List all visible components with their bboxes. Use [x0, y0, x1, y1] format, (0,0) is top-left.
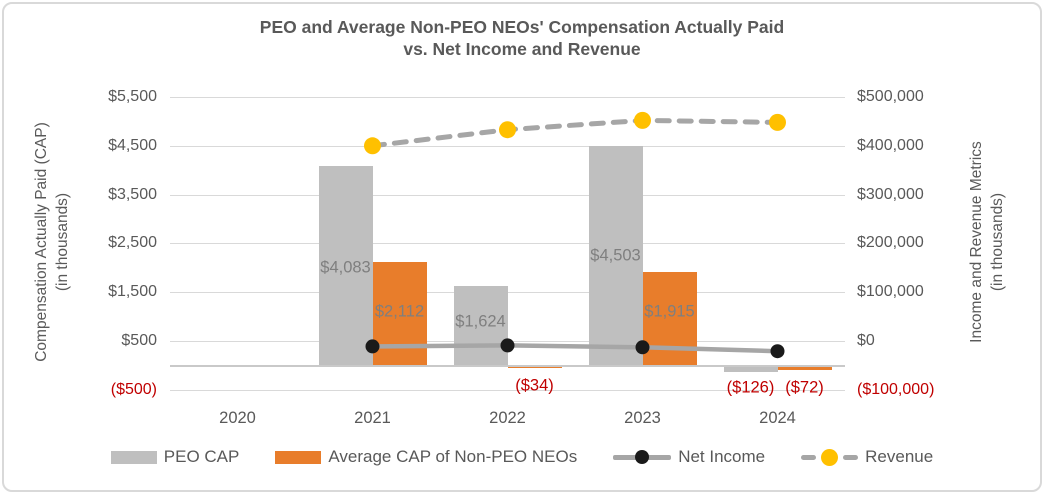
x-axis-label: 2023: [624, 409, 661, 427]
bar-average-cap-of-non-peo-neos: [777, 366, 832, 370]
legend-dash-marker-icon: [801, 448, 859, 466]
right-axis-tick-label: $0: [857, 332, 875, 349]
x-axis-label: 2024: [759, 409, 796, 427]
legend-item-net-income: Net Income: [613, 447, 765, 467]
data-label: ($34): [515, 376, 554, 395]
legend-item-average-cap-of-non-peo-neos: Average CAP of Non-PEO NEOs: [275, 447, 577, 467]
legend-label: PEO CAP: [163, 447, 240, 466]
gridline: [170, 97, 845, 98]
gridline: [170, 194, 845, 196]
bar-peo-cap: [318, 166, 373, 366]
right-axis-tick-label: $200,000: [857, 234, 924, 252]
legend-item-peo-cap: PEO CAP: [110, 447, 240, 467]
legend-line-marker-icon: [613, 450, 672, 465]
data-label: ($72): [785, 378, 824, 397]
right-axis-tick-label: $500,000: [857, 88, 924, 105]
bar-peo-cap: [588, 145, 643, 366]
legend-label: Average CAP of Non-PEO NEOs: [328, 447, 578, 466]
right-axis-tick-label: $400,000: [857, 136, 924, 154]
right-axis-tick-label: $300,000: [857, 185, 924, 203]
data-label: $1,915: [644, 302, 695, 321]
legend-swatch-icon: [275, 450, 322, 464]
x-axis-label: 2022: [489, 409, 526, 427]
right-axis-tick-label: ($100,000): [857, 380, 935, 398]
data-label: $1,624: [455, 312, 506, 331]
bar-peo-cap: [723, 366, 778, 373]
x-axis-label: 2020: [219, 409, 256, 427]
x-axis-line: [170, 365, 845, 367]
data-label: $4,503: [590, 246, 641, 265]
gridline: [170, 145, 845, 147]
left-axis-tick-label: $2,500: [108, 234, 157, 252]
gridline: [170, 389, 845, 391]
left-axis-tick-label: $4,500: [108, 136, 157, 154]
left-axis-tick-label: $1,500: [108, 283, 157, 301]
legend-swatch-icon: [110, 450, 157, 464]
chart-title: PEO and Average Non-PEO NEOs' Compensati…: [0, 16, 1044, 60]
data-label: ($126): [726, 378, 775, 397]
left-axis-tick-label: ($500): [110, 380, 157, 398]
legend-label: Revenue: [865, 447, 934, 466]
gridline: [170, 292, 845, 294]
data-label: $4,083: [320, 258, 371, 277]
right-axis-tick-label: $100,000: [857, 283, 924, 301]
legend: PEO CAP Average CAP of Non-PEO NEOs Net In…: [0, 447, 1044, 467]
x-axis-label: 2021: [354, 409, 391, 427]
gridline: [170, 341, 845, 342]
left-axis-tick-label: $500: [121, 332, 157, 349]
data-label: $2,112: [374, 302, 425, 321]
left-axis-tick-label: $3,500: [108, 185, 157, 203]
chart-title-line2: vs. Net Income and Revenue: [403, 39, 641, 59]
bar-average-cap-of-non-peo-neos: [507, 366, 562, 369]
chart-title-line1: PEO and Average Non-PEO NEOs' Compensati…: [259, 17, 785, 37]
gridline: [170, 243, 845, 245]
legend-item-revenue: Revenue: [801, 447, 933, 467]
left-axis-tick-label: $5,500: [108, 88, 157, 105]
legend-label: Net Income: [678, 447, 766, 466]
